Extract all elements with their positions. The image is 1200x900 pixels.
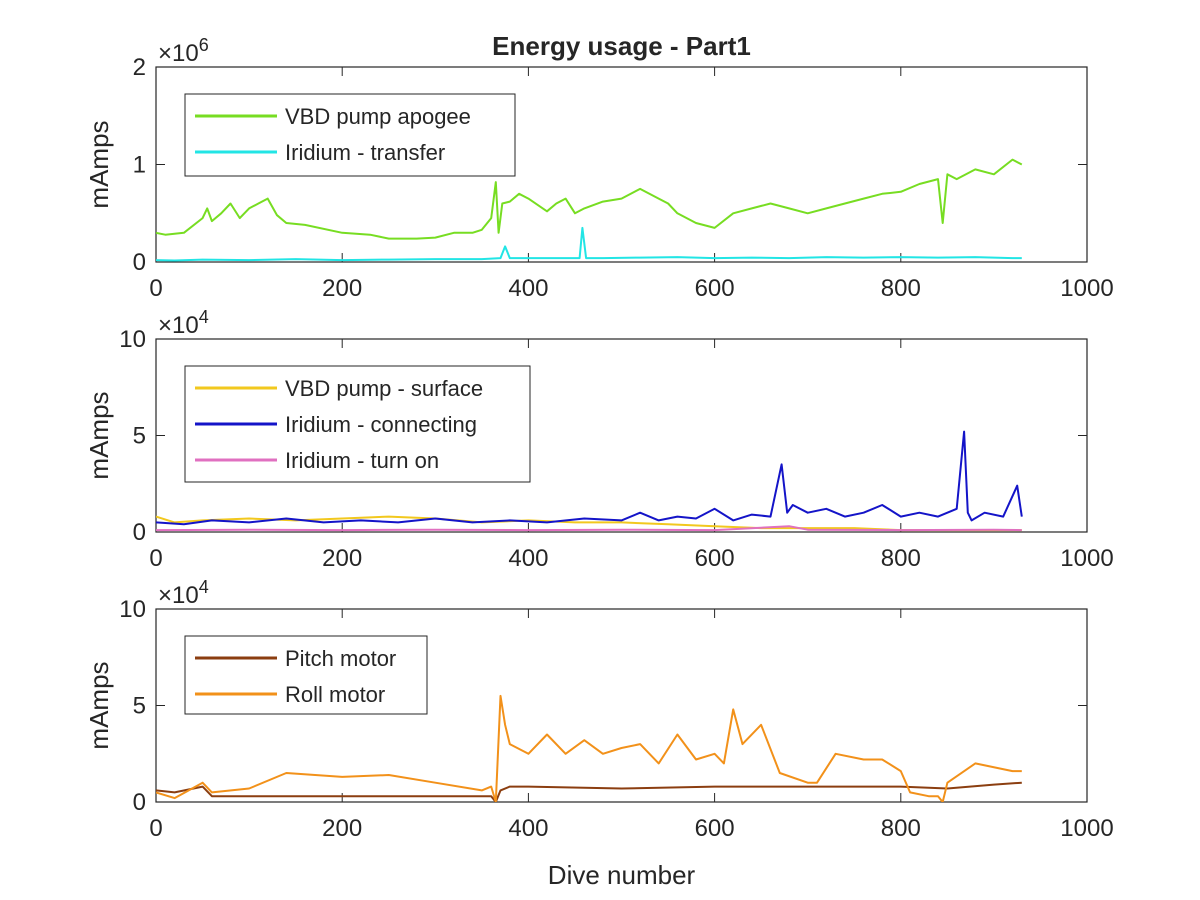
series-line-iridium-transfer: [156, 226, 1022, 262]
series-line-roll-motor: [156, 694, 1022, 802]
legend: Pitch motor Roll motor: [184, 635, 428, 715]
y-exponent-label: ×106: [158, 35, 209, 67]
series-line-iridium-connecting: [156, 430, 1023, 526]
x-tick-label: 600: [695, 275, 735, 302]
legend-label: Pitch motor: [285, 646, 396, 671]
chart-panel-3: 0 200 400 600 800 1000 0 5 10 ×104 mAmps Dive numbe…: [84, 577, 1114, 890]
chart-panel-2: 0 200 400 600 800 1000 0 5 10 ×104 mAmps VBD pump -…: [84, 307, 1114, 572]
y-tick-label: 5: [133, 423, 146, 450]
x-tick-label: 0: [149, 545, 162, 572]
legend: VBD pump apogee Iridium - transfer: [184, 93, 516, 177]
x-axis-label: Dive number: [548, 860, 696, 890]
x-tick-label: 400: [508, 815, 548, 842]
x-tick-label: 0: [149, 815, 162, 842]
legend: VBD pump - surface Iridium - connecting Ir…: [184, 365, 531, 483]
y-tick-label: 5: [133, 693, 146, 720]
y-exponent-label: ×104: [158, 577, 209, 609]
legend-box: [184, 635, 428, 715]
x-tick-label: 200: [322, 815, 362, 842]
legend-label: Roll motor: [285, 682, 385, 707]
y-exponent-label: ×104: [158, 307, 209, 339]
y-tick-label: 0: [133, 789, 146, 816]
y-axis-label: mAmps: [84, 120, 114, 208]
chart-panel-1: 0 200 400 600 800 1000 0 1 2 ×106 mAmps Energy usag…: [84, 31, 1114, 302]
x-tick-label: 200: [322, 545, 362, 572]
legend-label: Iridium - transfer: [285, 140, 445, 165]
series-line-vbd-pump-apogee: [156, 158, 1023, 240]
y-tick-label: 10: [119, 326, 146, 353]
x-tick-label: 1000: [1060, 275, 1113, 302]
x-tick-label: 200: [322, 275, 362, 302]
x-tick-label: 800: [881, 545, 921, 572]
series-line-iridium-turn-on: [156, 525, 1022, 532]
y-tick-label: 0: [133, 249, 146, 276]
y-axis-label: mAmps: [84, 661, 114, 749]
series-line-pitch-motor: [156, 781, 1022, 802]
legend-label: Iridium - connecting: [285, 412, 477, 437]
y-axis-label: mAmps: [84, 391, 114, 479]
x-tick-label: 800: [881, 275, 921, 302]
x-tick-label: 400: [508, 275, 548, 302]
x-tick-label: 600: [695, 545, 735, 572]
x-tick-label: 400: [508, 545, 548, 572]
legend-label: VBD pump - surface: [285, 376, 483, 401]
chart-title: Energy usage - Part1: [492, 31, 751, 61]
x-tick-label: 1000: [1060, 815, 1113, 842]
x-tick-label: 0: [149, 275, 162, 302]
x-tick-label: 800: [881, 815, 921, 842]
y-tick-label: 0: [133, 519, 146, 546]
y-tick-label: 1: [133, 152, 146, 179]
legend-box: [184, 93, 516, 177]
x-tick-label: 600: [695, 815, 735, 842]
legend-label: Iridium - turn on: [285, 448, 439, 473]
y-tick-label: 2: [133, 54, 146, 81]
y-tick-label: 10: [119, 596, 146, 623]
x-tick-label: 1000: [1060, 545, 1113, 572]
legend-label: VBD pump apogee: [285, 104, 471, 129]
